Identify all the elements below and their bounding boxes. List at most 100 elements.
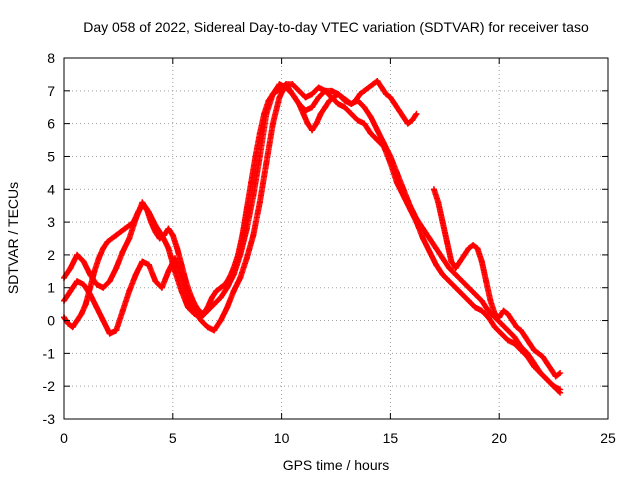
data-point — [361, 104, 368, 111]
data-point — [282, 81, 289, 88]
y-tick-label: 5 — [47, 148, 55, 164]
x-tick-label: 10 — [274, 430, 290, 446]
data-point — [352, 97, 359, 104]
data-point — [446, 265, 453, 272]
data-point — [256, 199, 263, 206]
data-point — [198, 317, 205, 324]
data-point — [339, 94, 346, 101]
data-point — [317, 110, 324, 117]
data-point — [335, 100, 342, 107]
x-axis-label: GPS time / hours — [283, 457, 390, 473]
data-point — [74, 317, 81, 324]
data-point — [95, 255, 102, 262]
grid-lines — [64, 58, 608, 419]
data-point — [191, 301, 198, 308]
data-point — [132, 271, 139, 278]
data-point — [91, 268, 98, 275]
series-track-d — [430, 186, 564, 380]
data-point — [100, 284, 107, 291]
data-point — [213, 288, 220, 295]
data-point — [326, 97, 333, 104]
data-point — [108, 235, 115, 242]
data-point — [169, 232, 176, 239]
data-point — [139, 202, 146, 209]
data-point — [383, 91, 390, 98]
data-point — [200, 310, 207, 317]
data-point — [439, 271, 446, 278]
data-point — [67, 288, 74, 295]
data-point — [343, 97, 350, 104]
data-point — [396, 107, 403, 114]
data-point — [289, 81, 296, 88]
data-point — [535, 350, 542, 357]
data-point — [356, 91, 363, 98]
data-point — [380, 143, 387, 150]
data-point — [178, 261, 185, 268]
data-point — [224, 284, 231, 291]
data-point — [465, 245, 472, 252]
data-point — [433, 245, 440, 252]
data-point — [143, 205, 150, 212]
data-point — [404, 120, 411, 127]
data-point — [80, 281, 87, 288]
data-point — [313, 120, 320, 127]
data-point — [165, 225, 172, 232]
data-point — [208, 294, 215, 301]
data-point — [409, 117, 416, 124]
data-point — [230, 265, 237, 272]
data-point — [511, 333, 518, 340]
data-point — [509, 317, 516, 324]
y-tick-label: 7 — [47, 83, 55, 99]
data-point — [511, 340, 518, 347]
data-point — [361, 87, 368, 94]
data-point — [237, 274, 244, 281]
series-track-c — [61, 77, 420, 331]
data-point — [374, 77, 381, 84]
data-point — [426, 235, 433, 242]
data-point — [498, 320, 505, 327]
data-point — [74, 251, 81, 258]
data-point — [226, 274, 233, 281]
data-point — [348, 100, 355, 107]
data-point — [204, 324, 211, 331]
data-point — [74, 278, 81, 285]
data-point — [243, 205, 250, 212]
data-point — [130, 219, 137, 226]
data-point — [367, 114, 374, 121]
data-point — [106, 330, 113, 337]
data-point — [413, 110, 420, 117]
data-point — [526, 340, 533, 347]
data-point — [134, 209, 141, 216]
data-point — [296, 87, 303, 94]
data-point — [230, 288, 237, 295]
data-point — [278, 84, 285, 91]
data-point — [274, 87, 281, 94]
data-point — [152, 278, 159, 285]
data-point — [269, 120, 276, 127]
data-point — [106, 278, 113, 285]
data-series-layer — [61, 77, 564, 396]
data-point — [152, 228, 159, 235]
data-point — [322, 104, 329, 111]
y-tick-label: -3 — [43, 411, 56, 427]
data-point — [470, 242, 477, 249]
data-point — [315, 84, 322, 91]
data-point — [119, 307, 126, 314]
data-point — [269, 91, 276, 98]
data-point — [126, 222, 133, 229]
data-point — [459, 278, 466, 285]
data-point — [252, 153, 259, 160]
data-point — [552, 373, 559, 380]
data-point — [465, 297, 472, 304]
data-point — [300, 110, 307, 117]
y-tick-label: 2 — [47, 247, 55, 263]
data-point — [387, 94, 394, 101]
data-point — [304, 120, 311, 127]
data-point — [452, 284, 459, 291]
data-point — [302, 94, 309, 101]
data-point — [487, 297, 494, 304]
x-tick-label: 15 — [383, 430, 399, 446]
data-point — [69, 324, 76, 331]
data-point — [531, 347, 538, 354]
data-point — [478, 307, 485, 314]
